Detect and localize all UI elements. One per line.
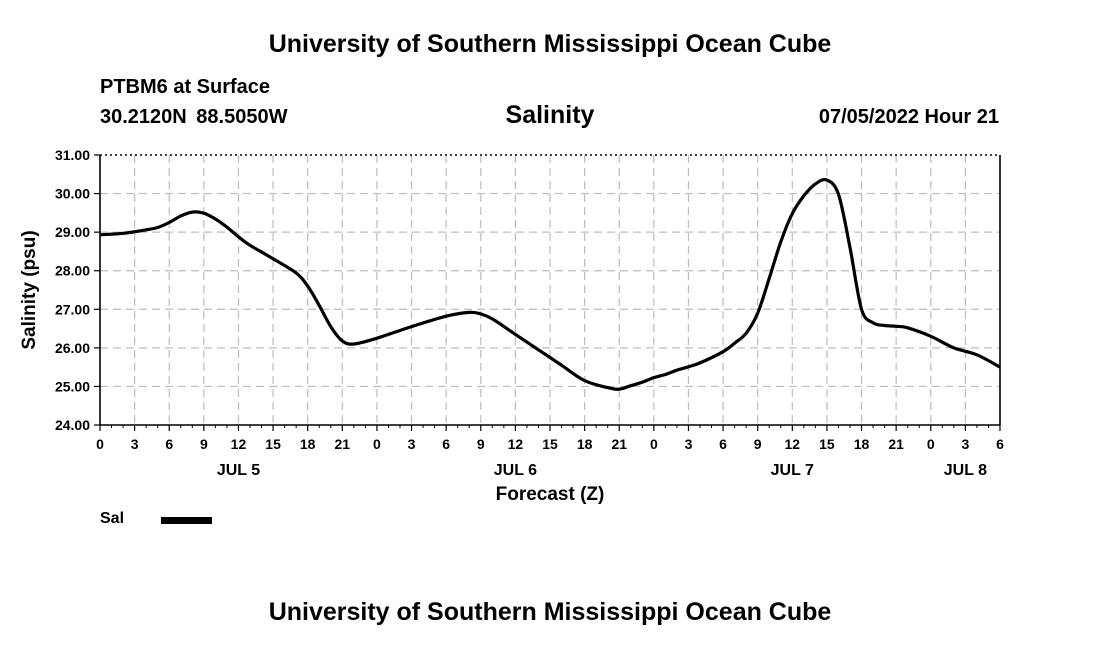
x-tick-label: 3 <box>961 436 969 452</box>
x-tick-label: 6 <box>719 436 727 452</box>
x-tick-label: 9 <box>754 436 762 452</box>
x-tick-label: 6 <box>442 436 450 452</box>
station-coordinates: 30.2120N 88.5050W <box>100 106 288 128</box>
y-tick-label: 26.00 <box>55 340 90 356</box>
day-label: JUL 6 <box>494 462 537 479</box>
x-tick-label: 9 <box>200 436 208 452</box>
x-tick-label: 21 <box>611 436 627 452</box>
y-tick-label: 28.00 <box>55 263 90 279</box>
legend-line-swatch <box>161 517 212 524</box>
forecast-datetime: 07/05/2022 Hour 21 <box>818 106 999 128</box>
station-label: PTBM6 at Surface <box>100 76 271 98</box>
chart-axes <box>94 154 1001 431</box>
x-tick-label: 6 <box>165 436 173 452</box>
footer-title: University of Southern Mississippi Ocean… <box>268 598 832 626</box>
x-tick-label: 12 <box>231 436 247 452</box>
y-tick-label: 30.00 <box>55 186 90 202</box>
x-tick-label: 15 <box>265 436 281 452</box>
y-tick-label: 31.00 <box>55 147 90 163</box>
x-tick-label: 0 <box>927 436 935 452</box>
y-tick-label: 29.00 <box>55 224 90 240</box>
x-tick-label: 3 <box>685 436 693 452</box>
x-tick-label: 18 <box>577 436 593 452</box>
x-tick-label: 6 <box>996 436 1004 452</box>
x-tick-label: 9 <box>477 436 485 452</box>
x-tick-label: 3 <box>131 436 139 452</box>
y-axis-title: Salinity (psu) <box>19 230 40 349</box>
x-axis-title: Forecast (Z) <box>496 484 605 505</box>
x-tick-label: 0 <box>96 436 104 452</box>
y-tick-label: 27.00 <box>55 301 90 317</box>
x-tick-label: 15 <box>542 436 558 452</box>
x-tick-label: 12 <box>785 436 801 452</box>
x-tick-label: 0 <box>373 436 381 452</box>
x-tick-label: 18 <box>854 436 870 452</box>
legend-label: Sal <box>100 510 125 527</box>
x-tick-label: 3 <box>408 436 416 452</box>
x-tick-label: 12 <box>508 436 524 452</box>
chart-title: Salinity <box>505 101 595 129</box>
chart-series <box>99 177 1001 391</box>
series-line-sal <box>99 177 1001 391</box>
page-title: University of Southern Mississippi Ocean… <box>268 30 832 58</box>
day-label: JUL 7 <box>771 462 814 479</box>
day-label: JUL 8 <box>944 462 987 479</box>
x-tick-label: 15 <box>819 436 835 452</box>
chart-grid <box>100 155 1000 425</box>
x-tick-label: 0 <box>650 436 658 452</box>
x-tick-label: 21 <box>888 436 904 452</box>
x-tick-label: 21 <box>335 436 351 452</box>
day-label: JUL 5 <box>217 462 260 479</box>
y-tick-label: 25.00 <box>55 378 90 394</box>
chart-labels: 0 3 6 9 12 15 18 21 0 3 6 9 12 15 18 21 0 3 6 9 12 15 18 21 0 3 6 2… <box>19 147 1004 505</box>
y-tick-label: 24.00 <box>55 417 90 433</box>
x-tick-label: 18 <box>300 436 316 452</box>
